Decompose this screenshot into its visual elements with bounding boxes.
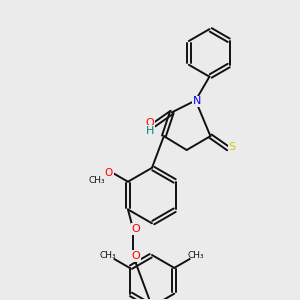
Text: S: S (229, 142, 236, 152)
Text: O: O (132, 224, 140, 234)
Text: O: O (105, 168, 113, 178)
Text: N: N (194, 97, 202, 106)
Text: O: O (132, 251, 140, 261)
Text: CH₃: CH₃ (188, 251, 204, 260)
Text: H: H (146, 126, 154, 136)
Text: O: O (146, 118, 154, 128)
Text: CH₃: CH₃ (88, 176, 105, 185)
Text: CH₃: CH₃ (100, 251, 116, 260)
